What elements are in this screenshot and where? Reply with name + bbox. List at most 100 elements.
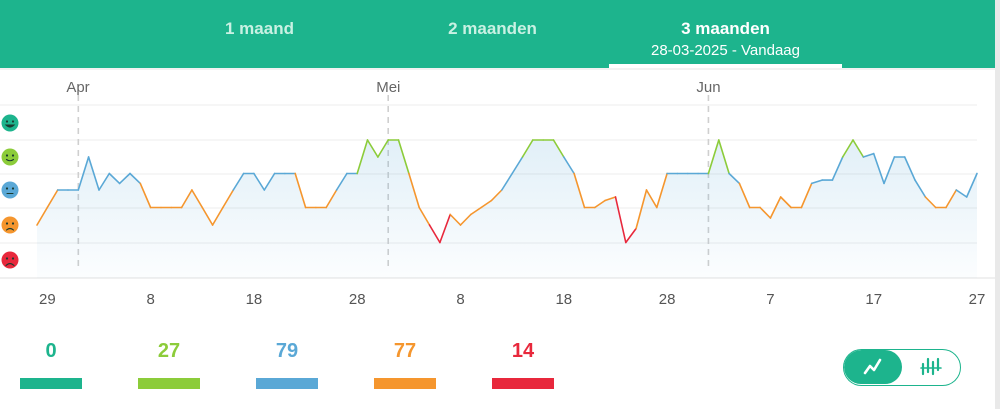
color-bar [492, 378, 554, 389]
mood-line-segment [46, 189, 59, 209]
x-tick-label: 8 [146, 291, 154, 308]
mood-line-segment [831, 156, 844, 181]
mood-line-segment [253, 172, 266, 191]
mood-line-segment [211, 206, 224, 226]
mood-line-segment [955, 189, 968, 198]
mood-line-segment [511, 156, 524, 175]
mood-line-segment [552, 139, 565, 158]
mood-line-segment [593, 199, 606, 209]
mood-line-segment [965, 172, 978, 198]
bar-chart-button[interactable] [902, 350, 960, 384]
mood-line-segment [604, 196, 617, 202]
mood-line-segment [728, 172, 741, 185]
mood-line-segment [222, 189, 235, 209]
period-tab-bar: 1 maand 2 maanden 3 maanden 28-03-2025 -… [0, 0, 995, 68]
chart-type-toggle[interactable] [843, 349, 961, 386]
mood-line-segment [645, 189, 658, 209]
x-tick-label: 28 [349, 291, 366, 308]
count-very-sad: 14 [492, 340, 554, 389]
mood-line-segment [655, 172, 668, 209]
mood-line-segment [377, 139, 390, 158]
color-bar [138, 378, 200, 389]
mood-count-summary: 0 27 79 77 14 [0, 340, 1000, 400]
count-value: 27 [157, 340, 181, 362]
mood-line-segment [480, 199, 493, 209]
mood-line-segment [521, 139, 534, 158]
mood-line-segment [707, 139, 720, 175]
mood-line-segment [397, 139, 410, 175]
sad-face-icon [1, 216, 19, 234]
count-neutral: 79 [256, 340, 318, 389]
mood-line-segment [356, 139, 369, 175]
tab-3-maanden[interactable]: 3 maanden 28-03-2025 - Vandaag [609, 0, 842, 68]
mood-line-segment [562, 156, 575, 175]
month-label: Jun [696, 79, 720, 96]
mood-line-segment [408, 172, 421, 209]
x-tick-label: 18 [555, 291, 572, 308]
color-bar [374, 378, 436, 389]
mood-line-segment [883, 156, 896, 185]
tab-label: 3 maanden [681, 19, 770, 38]
neutral-face-icon [1, 181, 19, 199]
x-tick-label: 18 [246, 291, 263, 308]
x-tick-label: 29 [39, 291, 56, 308]
mood-line-segment [87, 156, 100, 191]
mood-line-segment [945, 189, 958, 209]
mood-line-segment [852, 139, 865, 158]
mood-line-segment [366, 139, 379, 158]
mood-line-segment [500, 172, 514, 191]
mood-line-segment [769, 196, 782, 219]
count-value: 79 [275, 340, 299, 362]
line-chart-icon [863, 358, 882, 375]
count-value: 77 [393, 340, 417, 362]
mood-line-segment [759, 206, 772, 219]
mood-line-segment [779, 196, 792, 209]
mood-line-segment [294, 172, 307, 209]
mood-line-segment [469, 206, 483, 216]
mood-line-segment [263, 172, 276, 191]
count-value: 0 [45, 340, 57, 362]
mood-line-segment [738, 182, 751, 209]
color-bar [20, 378, 82, 389]
mood-line-segment [841, 139, 854, 158]
tab-2-maanden[interactable]: 2 maanden [405, 0, 580, 68]
active-tab-indicator [609, 64, 842, 68]
x-tick-label: 7 [766, 291, 774, 308]
mood-line-segment [624, 227, 637, 244]
mood-line-segment [439, 213, 452, 244]
happy-face-icon [1, 148, 19, 166]
month-label: Apr [66, 79, 89, 96]
mood-line-segment [635, 189, 648, 230]
mood-line-segment [800, 182, 813, 209]
mood-line-segment [924, 196, 937, 209]
mood-line-segment [129, 172, 142, 185]
mood-line-segment [914, 179, 927, 198]
count-sad: 77 [374, 340, 436, 389]
count-value: 14 [511, 340, 535, 362]
x-tick-label: 28 [659, 291, 676, 308]
color-bar [256, 378, 318, 389]
scroll-edge [995, 0, 1000, 409]
mood-line-segment [191, 189, 204, 209]
mood-line-segment [98, 172, 111, 191]
mood-line-segment [862, 152, 875, 158]
mood-line-segment [118, 172, 131, 185]
mood-line-segment [36, 206, 49, 226]
very-sad-face-icon [1, 251, 19, 269]
mood-line-segment [180, 189, 193, 209]
mood-line-segment [449, 213, 462, 226]
date-range-label: 28-03-2025 - Vandaag [650, 42, 800, 59]
mood-line-segment [717, 139, 730, 175]
count-very-happy: 0 [20, 340, 82, 389]
count-happy: 27 [138, 340, 200, 389]
tab-1-maand[interactable]: 1 maand [172, 0, 347, 68]
mood-line-segment [614, 196, 627, 244]
line-chart-button[interactable] [844, 350, 902, 384]
tab-label: 1 maand [225, 19, 294, 38]
very-happy-face-icon [1, 114, 19, 132]
tab-label: 2 maanden [448, 19, 537, 38]
mood-line-segment [903, 156, 916, 181]
month-label: Mei [376, 79, 400, 96]
mood-line-segment [810, 179, 823, 185]
mood-line-segment [418, 206, 431, 226]
